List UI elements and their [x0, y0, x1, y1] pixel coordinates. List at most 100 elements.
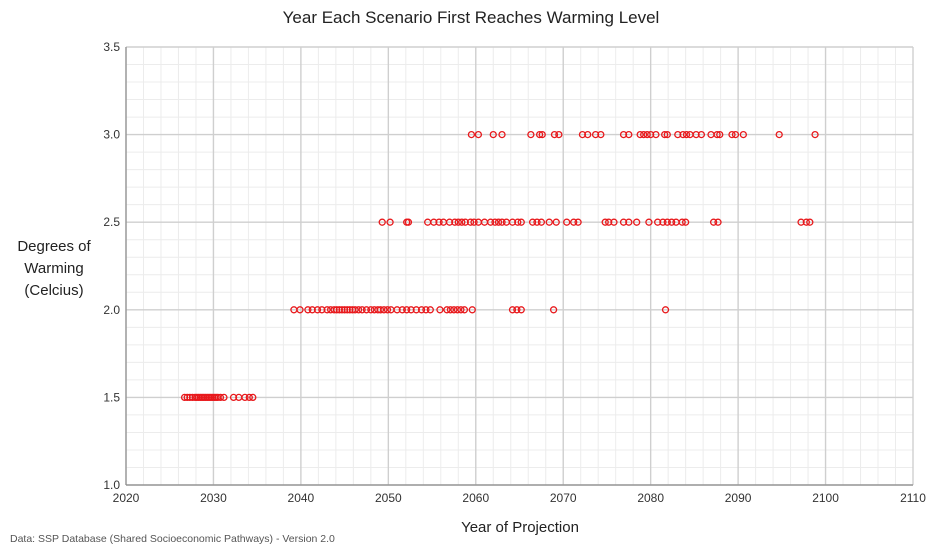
- data-point: [362, 306, 371, 314]
- data-point: [578, 130, 587, 139]
- data-point: [338, 306, 346, 314]
- data-point: [806, 218, 814, 226]
- data-point: [383, 306, 392, 314]
- data-point: [404, 218, 413, 226]
- data-point: [494, 218, 503, 226]
- data-point: [610, 218, 618, 226]
- x-tick-label: 2110: [900, 491, 926, 505]
- data-point: [550, 130, 559, 139]
- data-point: [343, 306, 351, 314]
- data-point: [681, 218, 690, 226]
- data-point: [775, 130, 783, 139]
- x-tick-label: 2080: [637, 491, 664, 505]
- data-point: [709, 218, 718, 226]
- data-point: [458, 218, 466, 226]
- data-point: [186, 393, 194, 402]
- data-point: [461, 218, 469, 226]
- data-point: [358, 306, 366, 314]
- tick-labels: 2020 2030 2040 2050 2060 2070 2080 2090 2100 2110…: [103, 40, 926, 505]
- data-point: [625, 218, 633, 226]
- data-point: [517, 218, 525, 226]
- data-point: [678, 218, 686, 226]
- y-tick-label: 1.0: [103, 478, 120, 492]
- data-point: [367, 306, 375, 314]
- axes: [125, 47, 913, 486]
- data-point: [663, 130, 671, 139]
- data-point: [802, 218, 810, 226]
- y-axis-label-line: Degrees of: [17, 238, 91, 255]
- data-point: [549, 306, 558, 314]
- chart-title: Year Each Scenario First Reaches Warming…: [282, 8, 660, 27]
- data-point: [486, 218, 495, 226]
- y-tick-label: 3.0: [103, 128, 120, 142]
- data-point: [454, 218, 462, 226]
- data-point: [468, 306, 476, 314]
- data-point: [330, 306, 338, 314]
- data-point: [552, 218, 560, 226]
- data-point: [393, 306, 401, 314]
- data-point: [241, 393, 249, 402]
- data-point: [457, 306, 465, 314]
- data-point: [739, 130, 748, 139]
- data-point: [446, 306, 455, 314]
- data-point: [674, 130, 682, 139]
- y-tick-label: 3.5: [103, 40, 120, 54]
- data-point: [378, 218, 386, 226]
- data-point: [466, 218, 475, 226]
- x-axis-label: Year of Projection: [461, 519, 579, 536]
- y-axis-label-line: Warming: [24, 260, 84, 277]
- data-point: [636, 130, 644, 139]
- data-point: [220, 393, 228, 402]
- y-axis-label: Degrees of Warming (Celcius): [6, 236, 102, 302]
- data-point: [535, 130, 544, 139]
- data-point: [412, 306, 420, 314]
- data-point: [654, 218, 662, 226]
- data-point: [386, 218, 394, 226]
- data-point: [335, 306, 344, 314]
- data-point: [652, 130, 660, 139]
- data-point: [728, 130, 736, 139]
- major-gridlines: [125, 46, 914, 486]
- data-point: [430, 218, 438, 226]
- data-point: [597, 130, 605, 139]
- data-point: [647, 130, 655, 139]
- data-points: [180, 130, 819, 402]
- data-point: [498, 218, 506, 226]
- data-point: [180, 393, 189, 402]
- x-tick-label: 2090: [725, 491, 752, 505]
- data-point: [527, 130, 535, 139]
- minor-gridlines: [126, 47, 913, 485]
- data-point: [249, 393, 257, 402]
- data-point: [443, 306, 451, 314]
- x-tick-label: 2070: [550, 491, 577, 505]
- data-point: [640, 130, 648, 139]
- data-point: [296, 306, 304, 314]
- data-point: [545, 218, 553, 226]
- data-point: [668, 218, 676, 226]
- data-point: [323, 306, 331, 314]
- data-point: [563, 218, 571, 226]
- y-tick-label: 2.5: [103, 215, 120, 229]
- data-point: [313, 306, 322, 314]
- data-point: [533, 218, 541, 226]
- data-point: [229, 393, 238, 402]
- data-point: [407, 306, 415, 314]
- data-point: [797, 218, 805, 226]
- data-point: [663, 218, 671, 226]
- x-tick-label: 2020: [113, 491, 140, 505]
- data-point: [574, 218, 582, 226]
- y-tick-label: 2.0: [103, 303, 120, 317]
- data-point: [514, 218, 522, 226]
- data-point: [513, 306, 521, 314]
- x-tick-label: 2030: [200, 491, 227, 505]
- data-point: [528, 218, 537, 226]
- data-point: [183, 393, 191, 402]
- data-point: [216, 393, 225, 402]
- data-point: [376, 306, 385, 314]
- data-point: [517, 306, 525, 314]
- data-point: [304, 306, 312, 314]
- data-point: [451, 218, 459, 226]
- data-point: [398, 306, 406, 314]
- data-point: [245, 393, 253, 402]
- data-point: [453, 306, 462, 314]
